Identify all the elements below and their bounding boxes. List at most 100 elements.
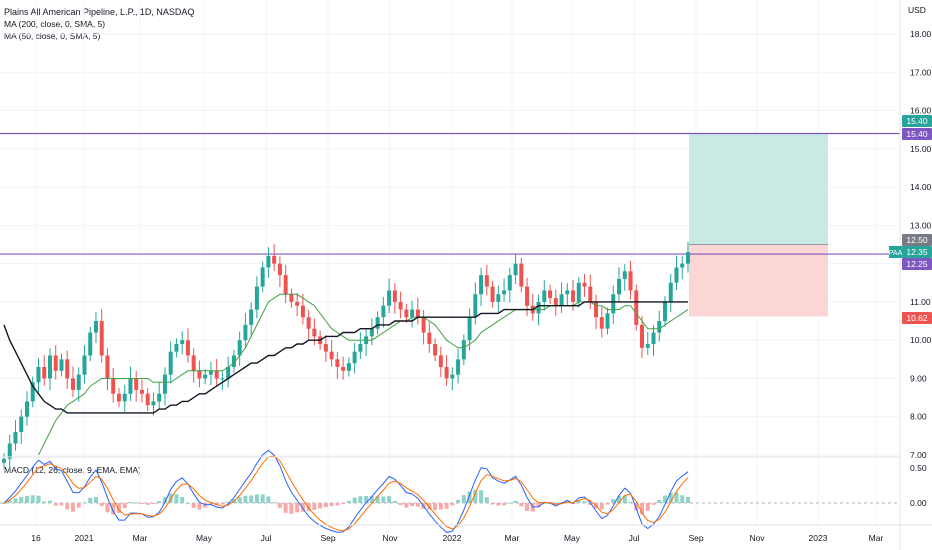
y-tick-label: 11.00 [910, 297, 931, 307]
macd-histogram-bar [496, 503, 501, 506]
macd-histogram-bar [582, 501, 587, 503]
macd-histogram-bar [473, 489, 478, 503]
macd-histogram-bar [352, 497, 357, 503]
candle-body [536, 301, 541, 314]
candle-body [203, 374, 208, 379]
candle-body [111, 378, 116, 394]
macd-histogram-bar [180, 496, 185, 503]
macd-histogram-bar [398, 503, 403, 506]
candle-body [220, 378, 225, 380]
macd-histogram-bar [387, 496, 392, 503]
macd-histogram-bar [605, 503, 610, 505]
macd-histogram-bar [36, 495, 41, 503]
x-tick-label: Sep [320, 533, 335, 543]
candle-body [444, 366, 449, 379]
candle-body [231, 355, 236, 367]
macd-histogram-bar [105, 503, 110, 513]
candle-body [289, 294, 294, 302]
macd-histogram-bar [139, 503, 144, 504]
macd-histogram-bar [237, 497, 242, 503]
macd-histogram-bar [628, 501, 633, 503]
macd-histogram-bar [369, 496, 374, 503]
y-tick-label: 9.00 [910, 373, 927, 383]
macd-histogram-bar [536, 503, 541, 508]
candle-body [640, 324, 645, 348]
candle-body [237, 340, 242, 356]
macd-histogram-bar [2, 503, 6, 504]
price-label-box [902, 258, 932, 270]
candle-body [398, 301, 403, 310]
macd-histogram-bar [93, 496, 98, 503]
macd-histogram-bar [59, 503, 64, 506]
macd-histogram-bar [329, 503, 334, 507]
macd-histogram-bar [341, 503, 346, 505]
candle-body [99, 321, 104, 356]
candle-body [19, 416, 24, 433]
macd-histogram-bar [645, 503, 650, 511]
candle-body [559, 294, 564, 306]
candle-body [82, 355, 87, 375]
candle-body [438, 355, 443, 367]
candle-body [427, 332, 432, 345]
candle-body [295, 301, 300, 306]
candle-body [42, 366, 47, 379]
macd-histogram-bar [24, 496, 29, 503]
candle-body [283, 275, 288, 295]
candle-body [76, 374, 81, 390]
target-zone [689, 133, 828, 245]
candle-body [421, 317, 426, 333]
candle-body [410, 309, 415, 318]
ma200-legend: MA (200, close, 0, SMA, 5) [4, 19, 106, 29]
y-tick-label: 7.00 [910, 450, 927, 460]
macd-histogram-bar [191, 503, 196, 508]
candle-body [358, 344, 363, 352]
macd-histogram-bar [53, 503, 58, 506]
candle-body [197, 370, 202, 379]
candle-body [266, 255, 271, 268]
candle-body [174, 344, 179, 352]
candle-body [105, 355, 110, 379]
price-label-box [902, 312, 932, 324]
candle-body [59, 359, 64, 371]
candle-body [323, 344, 328, 352]
macd-histogram-bar [208, 503, 213, 506]
candle-body [588, 286, 593, 302]
macd-histogram-bar [162, 497, 167, 503]
macd-histogram-bar [300, 503, 305, 512]
candle-body [484, 275, 489, 287]
candle-body [605, 313, 610, 329]
candle-body [381, 305, 386, 318]
macd-histogram-bar [415, 503, 420, 507]
macd-histogram-bar [323, 503, 328, 508]
macd-histogram-bar [404, 503, 409, 508]
candle-body [70, 378, 75, 390]
macd-histogram-bar [553, 503, 558, 505]
y-tick-label: 8.00 [910, 412, 927, 422]
candle-body [134, 378, 139, 390]
candle-body [329, 351, 334, 360]
macd-histogram-bar [519, 503, 524, 507]
candle-body [582, 282, 587, 287]
ticker-tag-box [889, 246, 902, 258]
macd-histogram-bar [157, 501, 162, 503]
candle-body [13, 432, 18, 444]
macd-histogram-bar [203, 503, 208, 508]
candle-body [634, 290, 639, 325]
candle-body [674, 267, 679, 283]
chart-legend: Plains All American Pipeline, L.P., 1D, … [4, 6, 194, 42]
macd-histogram-bar [651, 503, 656, 505]
macd-tick-label: 0.50 [910, 463, 927, 473]
macd-histogram-bar [88, 497, 93, 503]
macd-histogram-bar [668, 492, 673, 503]
candle-body [686, 252, 690, 264]
candle-body [525, 286, 530, 306]
price-label: 12.35 [906, 247, 928, 257]
price-label: 12.25 [906, 259, 928, 269]
x-tick-label: Mar [133, 533, 148, 543]
candle-body [617, 278, 622, 295]
candle-body [496, 294, 501, 302]
candle-body [479, 275, 484, 295]
candle-body [36, 366, 41, 383]
candle-body [576, 282, 581, 302]
